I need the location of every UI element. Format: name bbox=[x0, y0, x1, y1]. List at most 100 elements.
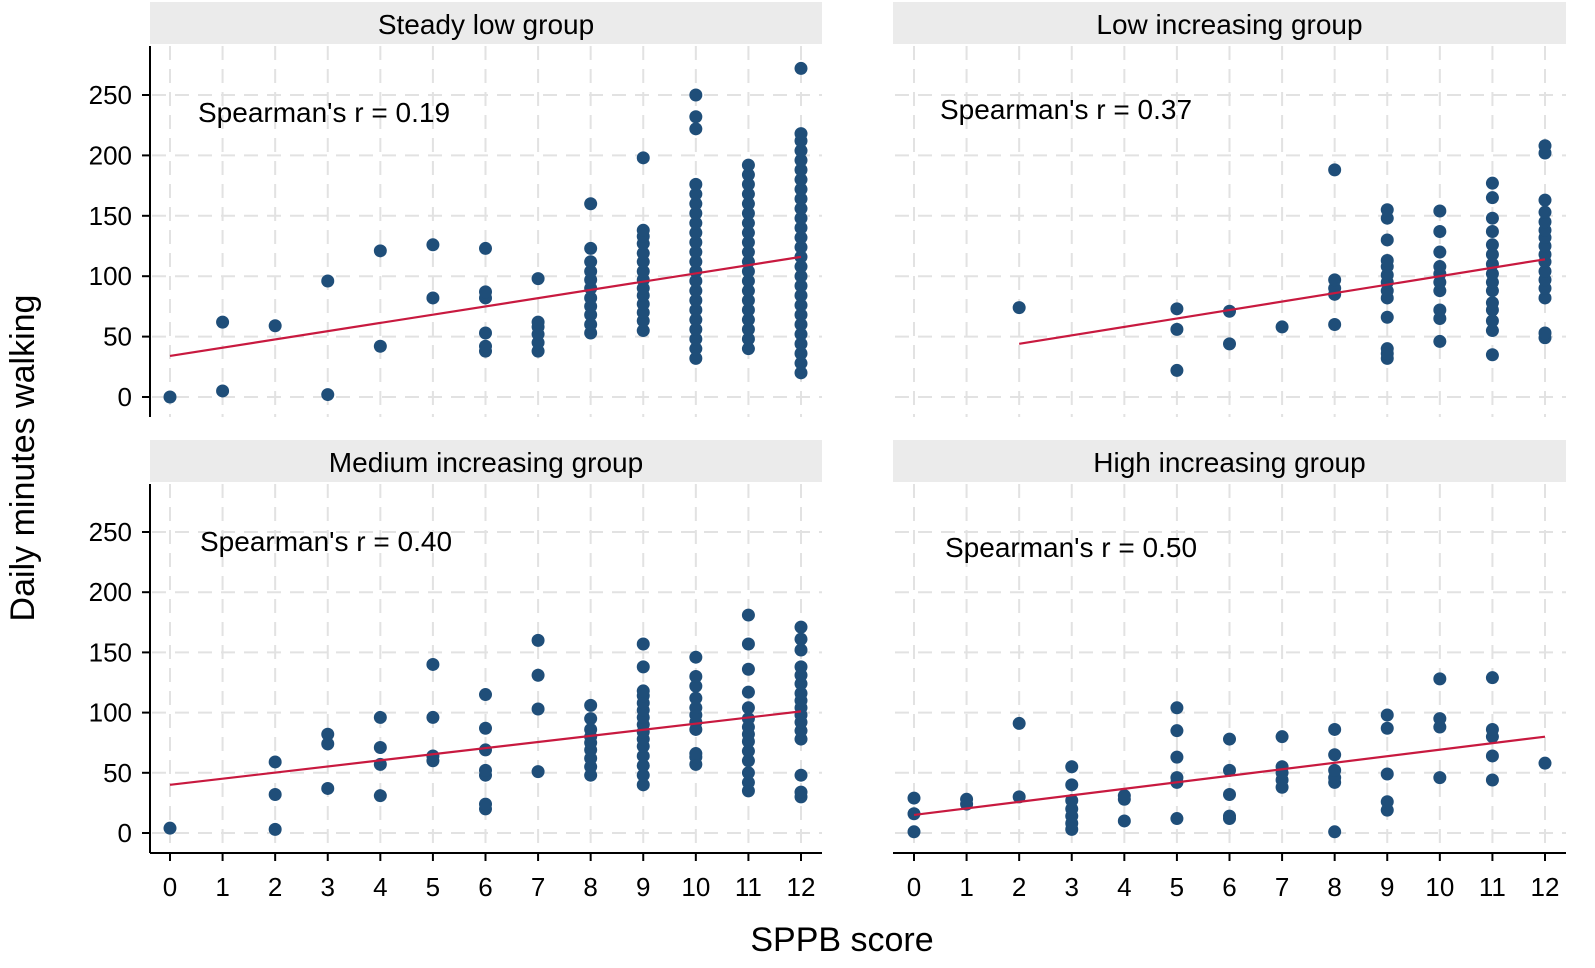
data-point bbox=[1433, 225, 1447, 239]
x-tick-label-4: 4 bbox=[1117, 872, 1131, 902]
data-point bbox=[636, 637, 650, 651]
panel-1: Steady low group 0 50 100 150 200 250 Spearman'… bbox=[89, 2, 822, 417]
data-point bbox=[1485, 296, 1499, 310]
data-point bbox=[1485, 267, 1499, 281]
y-tick-label-200: 200 bbox=[89, 140, 132, 170]
data-point bbox=[1485, 247, 1499, 261]
data-point bbox=[794, 221, 808, 235]
data-point bbox=[741, 158, 755, 172]
data-point bbox=[1538, 205, 1552, 219]
data-point bbox=[1380, 342, 1394, 356]
data-point bbox=[1170, 812, 1184, 826]
data-point bbox=[216, 315, 230, 329]
data-point bbox=[794, 127, 808, 141]
data-point bbox=[163, 821, 177, 835]
data-point bbox=[794, 240, 808, 254]
data-point bbox=[584, 318, 598, 332]
data-point bbox=[689, 122, 703, 136]
data-point bbox=[479, 285, 492, 299]
data-point bbox=[741, 177, 755, 191]
data-point bbox=[426, 291, 440, 305]
data-point bbox=[268, 822, 282, 836]
data-point bbox=[1170, 302, 1184, 316]
data-point bbox=[689, 226, 703, 240]
x-tick-label-6: 6 bbox=[1222, 872, 1236, 902]
data-point bbox=[636, 246, 650, 260]
data-point bbox=[479, 688, 492, 702]
data-point bbox=[268, 319, 282, 333]
data-point bbox=[741, 342, 755, 356]
data-point bbox=[1223, 337, 1236, 351]
data-point bbox=[741, 245, 755, 259]
data-point bbox=[689, 284, 703, 298]
panels: Steady low group050100150200250Spearman'… bbox=[89, 2, 1566, 902]
data-point bbox=[794, 785, 808, 799]
data-point bbox=[216, 384, 230, 398]
data-point bbox=[531, 668, 545, 682]
data-point bbox=[689, 206, 703, 220]
x-tick-label-11: 11 bbox=[1479, 872, 1506, 902]
spearman-annotation: Spearman's r = 0.37 bbox=[940, 94, 1192, 125]
data-point bbox=[479, 326, 492, 340]
data-point bbox=[1117, 814, 1131, 828]
data-point bbox=[689, 274, 703, 288]
data-point bbox=[1433, 303, 1447, 317]
data-point bbox=[794, 318, 808, 332]
data-point bbox=[741, 662, 755, 676]
data-point bbox=[1275, 760, 1289, 774]
data-point bbox=[907, 825, 921, 839]
data-point bbox=[689, 293, 703, 307]
data-point bbox=[1065, 760, 1079, 774]
data-point bbox=[268, 787, 282, 801]
data-point bbox=[689, 342, 703, 356]
data-point bbox=[794, 144, 808, 158]
data-point bbox=[1485, 211, 1499, 225]
data-point bbox=[741, 775, 755, 789]
data-point bbox=[1485, 722, 1499, 736]
data-point bbox=[1012, 716, 1026, 730]
x-axis-title: SPPB score bbox=[750, 921, 933, 959]
data-point bbox=[741, 235, 755, 249]
data-point bbox=[689, 669, 703, 683]
spearman-annotation: Spearman's r = 0.50 bbox=[945, 532, 1197, 563]
data-point bbox=[1485, 671, 1499, 685]
x-tick-label-7: 7 bbox=[1275, 872, 1289, 902]
spearman-annotation: Spearman's r = 0.40 bbox=[200, 526, 452, 557]
data-point bbox=[794, 192, 808, 206]
x-tick-label-2: 2 bbox=[1012, 872, 1026, 902]
data-point bbox=[479, 743, 492, 757]
x-tick-label-8: 8 bbox=[583, 872, 597, 902]
data-point bbox=[794, 660, 808, 674]
panel-title-strip bbox=[893, 440, 1566, 482]
data-point bbox=[321, 274, 335, 288]
data-point bbox=[1170, 750, 1184, 764]
data-point bbox=[636, 264, 650, 278]
data-point bbox=[689, 187, 703, 201]
panel-title: High increasing group bbox=[1093, 447, 1365, 478]
panel-title-strip bbox=[893, 2, 1566, 44]
data-point bbox=[689, 197, 703, 211]
data-point bbox=[636, 759, 650, 773]
data-point bbox=[1433, 672, 1447, 686]
data-point bbox=[531, 633, 545, 647]
data-point bbox=[531, 702, 545, 716]
data-point bbox=[1328, 722, 1342, 736]
x-tick-label-3: 3 bbox=[321, 872, 335, 902]
data-point bbox=[741, 303, 755, 317]
x-tick-label-5: 5 bbox=[1170, 872, 1184, 902]
data-point bbox=[1538, 193, 1552, 207]
x-tick-label-10: 10 bbox=[681, 872, 710, 902]
fit-line bbox=[913, 735, 1546, 817]
x-tick-label-8: 8 bbox=[1327, 872, 1341, 902]
data-point bbox=[1223, 304, 1236, 318]
data-point bbox=[794, 289, 808, 303]
data-point bbox=[689, 255, 703, 269]
data-point bbox=[794, 366, 808, 380]
data-point bbox=[794, 61, 808, 75]
data-point bbox=[584, 264, 598, 278]
data-point bbox=[373, 741, 387, 755]
panel-title-strip bbox=[150, 2, 822, 44]
data-point bbox=[636, 749, 650, 763]
data-point bbox=[163, 390, 177, 404]
